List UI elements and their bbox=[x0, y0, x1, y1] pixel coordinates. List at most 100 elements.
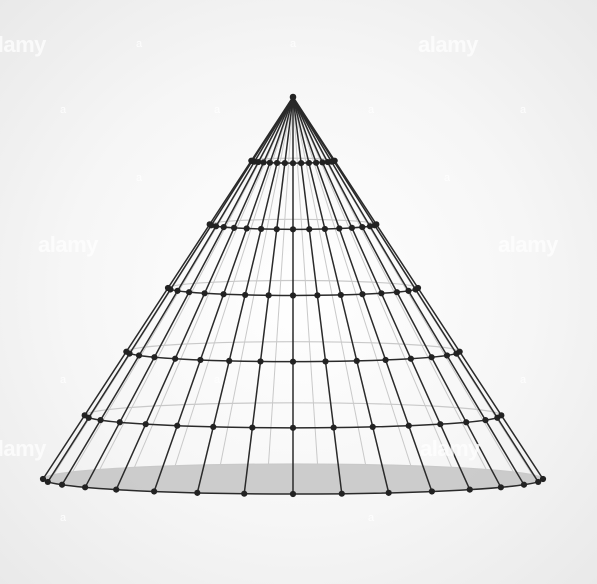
cone-node-r1-m6 bbox=[266, 159, 273, 166]
cone-meridian-back-11 bbox=[292, 96, 412, 466]
cone-node-r4-m9 bbox=[289, 358, 297, 365]
cone-node-r3-m11 bbox=[337, 291, 344, 299]
watermark-alamy-low-right: alamy bbox=[420, 436, 480, 461]
cone-node-r4-m12 bbox=[382, 356, 389, 364]
cone-node-r2-m11 bbox=[321, 225, 328, 233]
cone-node-r3-m17 bbox=[414, 284, 422, 292]
cone-node-r6-m1 bbox=[39, 475, 47, 483]
cone-meridian-back-4 bbox=[99, 96, 294, 470]
cone-node-r6-m13 bbox=[466, 486, 473, 493]
cone-node-r5-m7 bbox=[210, 423, 217, 430]
cone-node-r5-m12 bbox=[405, 422, 412, 429]
cone-node-r6-m9 bbox=[289, 490, 297, 498]
cone-node-r3-m6 bbox=[220, 291, 227, 298]
watermark-a-12: a bbox=[60, 512, 66, 524]
cone-node-r1-m7 bbox=[273, 159, 281, 167]
cone-meridian-back-8 bbox=[267, 96, 294, 465]
cone-node-r5-m17 bbox=[498, 412, 505, 419]
cone-node-r4-m2 bbox=[126, 350, 133, 357]
cone-node-r3-m2 bbox=[167, 286, 174, 293]
cone-node-r6-m10 bbox=[338, 490, 345, 497]
cone-node-r1-m17 bbox=[331, 157, 338, 164]
cone-node-r6-m11 bbox=[385, 489, 392, 496]
cone-node-r2-m14 bbox=[359, 224, 366, 231]
cone-node-r1-m5 bbox=[260, 159, 267, 166]
cone-node-r1-m13 bbox=[319, 159, 326, 166]
cone-node-r2-m7 bbox=[258, 225, 265, 233]
watermark-a-3: a bbox=[60, 104, 66, 116]
cone-node-r3-m15 bbox=[405, 287, 412, 294]
watermark-a-1: a bbox=[136, 38, 142, 50]
cone-node-r3-m5 bbox=[201, 290, 208, 297]
cone-node-r2-m9 bbox=[289, 226, 297, 233]
cone-node-r6-m5 bbox=[113, 486, 120, 493]
watermark-alamy-top-left: alamy bbox=[0, 32, 46, 57]
cone-node-r4-m14 bbox=[428, 354, 435, 361]
cone-node-r3-m10 bbox=[314, 292, 321, 299]
cone-node-r5-m5 bbox=[142, 421, 149, 428]
cone-node-r3-m8 bbox=[265, 292, 272, 299]
watermark-a-11: a bbox=[520, 374, 526, 386]
cone-node-r2-m2 bbox=[208, 222, 215, 229]
cone-node-r6-m16 bbox=[535, 478, 542, 486]
cone-node-r3-m12 bbox=[359, 291, 366, 298]
cone-node-r6-m3 bbox=[58, 481, 66, 488]
cone-meridian-back-5 bbox=[133, 96, 294, 468]
cone-node-r4-m10 bbox=[322, 358, 329, 365]
cone-node-r2-m4 bbox=[220, 224, 227, 231]
watermark-alamy-low-left: alamy bbox=[0, 436, 46, 461]
cone-node-r5-m14 bbox=[463, 419, 470, 426]
cone-node-r5-m15 bbox=[482, 417, 489, 424]
watermark-a-2: a bbox=[290, 38, 296, 50]
cone-node-r4-m11 bbox=[353, 357, 360, 365]
cone-node-r4-m8 bbox=[257, 358, 264, 365]
watermark-a-10: a bbox=[214, 374, 220, 386]
watermark-alamy-top-right: alamy bbox=[418, 32, 478, 57]
cone-node-r6-m12 bbox=[428, 488, 435, 495]
cone-node-r6-m6 bbox=[151, 488, 158, 495]
cone-node-r1-m12 bbox=[313, 159, 320, 166]
watermark-a-5: a bbox=[368, 104, 374, 116]
cone-node-r2-m15 bbox=[366, 223, 374, 230]
cone-node-r6-m17 bbox=[539, 475, 547, 483]
cone-node-r6-m14 bbox=[497, 484, 504, 491]
cone-node-r6-m7 bbox=[194, 489, 201, 496]
cone-node-r3-m13 bbox=[378, 290, 385, 297]
cone-node-r1-m9 bbox=[289, 160, 297, 167]
cone-node-r4-m7 bbox=[226, 357, 233, 365]
cone-node-r3-m3 bbox=[174, 287, 181, 294]
cone-node-r5-m4 bbox=[116, 419, 123, 426]
cone-node-r3-m9 bbox=[289, 292, 297, 299]
cone-node-r4-m17 bbox=[456, 348, 463, 355]
cone-node-r1-m8 bbox=[281, 160, 288, 167]
cone-node-r4-m3 bbox=[135, 352, 143, 359]
cone-node-r6-m4 bbox=[82, 484, 89, 491]
cone-node-r4-m6 bbox=[197, 356, 204, 364]
cone-node-r4-m5 bbox=[172, 355, 179, 362]
cone-node-r6-m15 bbox=[520, 481, 528, 488]
watermark-a-8: a bbox=[444, 172, 450, 184]
watermark-alamy-mid-right: alamy bbox=[498, 232, 558, 257]
watermark-a-6: a bbox=[520, 104, 526, 116]
cone-meridian-back-13 bbox=[292, 96, 487, 470]
cone-meridian-back-12 bbox=[292, 96, 453, 468]
cone-node-r6-m8 bbox=[241, 490, 248, 497]
cone-meridian-back-7 bbox=[219, 96, 294, 465]
cone-node-r5-m2 bbox=[85, 414, 92, 421]
watermark-a-4: a bbox=[214, 104, 220, 116]
watermark-a-7: a bbox=[136, 172, 142, 184]
cone-node-r6-m2 bbox=[44, 478, 51, 486]
cone-node-r5-m11 bbox=[369, 423, 376, 430]
cone-node-r2-m13 bbox=[348, 224, 356, 231]
cone-node-r4-m15 bbox=[443, 352, 451, 359]
watermark-a-9: a bbox=[60, 374, 66, 386]
cone-node-r5-m8 bbox=[249, 424, 256, 431]
cone-node-r2-m6 bbox=[243, 225, 250, 232]
cone-node-r3-m14 bbox=[393, 289, 401, 296]
cone-node-r4-m13 bbox=[407, 355, 414, 362]
cone-node-r2-m12 bbox=[336, 225, 343, 232]
cone-node-r1-m10 bbox=[298, 160, 305, 167]
cone-node-r5-m6 bbox=[174, 422, 181, 429]
